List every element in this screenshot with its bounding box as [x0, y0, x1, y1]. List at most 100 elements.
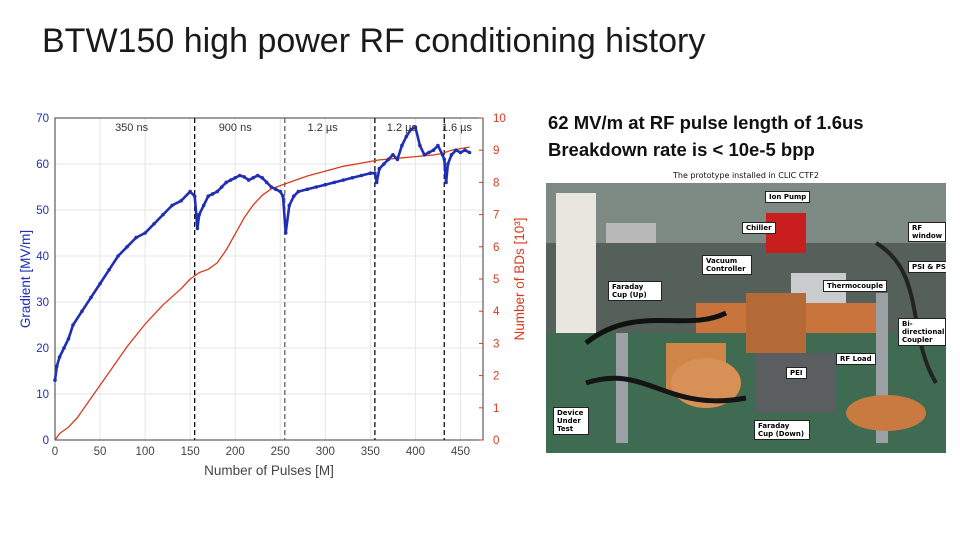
- y-tick-label-right: 5: [493, 274, 499, 286]
- gradient-point: [418, 143, 422, 148]
- photo-label-faraday-cup-down: Faraday Cup (Down): [754, 420, 810, 440]
- gradient-point: [233, 176, 237, 180]
- gradient-point: [170, 203, 174, 208]
- photo-label-rf-window: RF window: [908, 222, 946, 242]
- gradient-point: [201, 203, 206, 208]
- y-tick-label-left: 10: [36, 389, 49, 401]
- gradient-point: [210, 192, 215, 196]
- gradient-point: [57, 355, 62, 359]
- pulse-length-labels: 350 ns 900 ns 1.2 µs 1.2 µs 1.6 µs: [115, 122, 472, 134]
- x-tick-label: 50: [94, 446, 107, 458]
- gradient-point: [98, 281, 102, 286]
- y-tick-label-left: 40: [36, 251, 49, 263]
- gradient-point: [374, 180, 379, 185]
- photo-label-rf-load: RF Load: [836, 353, 876, 365]
- y-tick-label-left: 30: [36, 297, 49, 309]
- y-tick-label-left: 50: [36, 205, 49, 217]
- gradient-point: [440, 153, 445, 157]
- gradient-point: [454, 148, 458, 152]
- gradient-point: [206, 194, 210, 198]
- gradient-point: [281, 194, 285, 198]
- photo-label-device-under-test: Device Under Test: [553, 407, 589, 435]
- x-tick-label: 150: [181, 446, 200, 458]
- gradient-point: [116, 254, 120, 258]
- gradient-point: [179, 199, 183, 203]
- gradient-point: [422, 153, 427, 157]
- gradient-point: [197, 212, 201, 217]
- y-tick-label-left: 0: [43, 435, 49, 447]
- gradient-point: [427, 150, 431, 155]
- photo-label-chiller: Chiller: [742, 222, 776, 234]
- gradient-point: [377, 166, 382, 171]
- y-tick-label-right: 10: [493, 113, 506, 125]
- gradient-point: [264, 180, 269, 185]
- gradient-point: [134, 235, 138, 240]
- y-tick-label-left: 60: [36, 159, 49, 171]
- gradient-point: [332, 180, 337, 185]
- gradient-point: [323, 182, 328, 187]
- photo-label-faraday-cup-up: Faraday Cup (Up): [608, 281, 662, 301]
- gradient-statement: 62 MV/m at RF pulse length of 1.6us: [548, 112, 864, 133]
- breakdown-count-series: [54, 146, 470, 441]
- gradient-point: [195, 226, 200, 231]
- gradient-point: [359, 173, 364, 178]
- photo-label-thermocouple: Thermocouple: [823, 280, 888, 292]
- gradient-point: [305, 187, 310, 192]
- gradient-point: [215, 189, 219, 194]
- gradient-point: [152, 222, 156, 226]
- gradient-point: [341, 178, 346, 182]
- gradient-point: [446, 162, 450, 166]
- x-tick-label: 450: [451, 446, 470, 458]
- gradient-point: [458, 150, 463, 155]
- gradient-point: [251, 176, 255, 180]
- gradient-point: [463, 148, 467, 152]
- prototype-photo: Ion Pump Chiller RF window Vacuum Contro…: [546, 183, 946, 453]
- gradient-point: [71, 323, 75, 327]
- gradient-point: [62, 346, 66, 350]
- gradient-point: [55, 364, 59, 369]
- pulse-length-label: 1.6 µs: [442, 122, 473, 134]
- y-tick-label-right: 7: [493, 210, 499, 222]
- gradient-line: [53, 125, 471, 381]
- gradient-point: [404, 134, 409, 139]
- gradient-point: [53, 378, 57, 383]
- gradient-point: [449, 153, 454, 157]
- gradient-point: [283, 231, 288, 235]
- gradient-point: [260, 176, 265, 180]
- gradient-point: [269, 185, 274, 189]
- gradient-point: [287, 203, 292, 208]
- gradient-point: [255, 173, 260, 178]
- axis-ticks: 0 50 100 150 200 250 300 350 400 4500102030405060…: [36, 113, 506, 458]
- gradient-point: [80, 309, 84, 313]
- gradient-point: [125, 245, 129, 249]
- gradient-point: [395, 157, 400, 162]
- pulse-length-label: 350 ns: [115, 122, 149, 134]
- gradient-point: [143, 231, 147, 235]
- pulse-length-label: 900 ns: [219, 122, 253, 134]
- pulse-length-label: 1.2 µs: [387, 122, 418, 134]
- y-tick-label-left: 70: [36, 113, 49, 125]
- y-axis-label-right: Number of BDs [10³]: [512, 217, 527, 340]
- gradient-point: [368, 171, 373, 175]
- breakdown-rate-statement: Breakdown rate is < 10e-5 bpp: [548, 139, 815, 160]
- y-tick-label-right: 1: [493, 403, 499, 415]
- slide-title: BTW150 high power RF conditioning histor…: [42, 22, 706, 60]
- breakdown-count-line: [54, 146, 470, 441]
- gradient-point: [292, 194, 296, 198]
- pulse-length-label: 1.2 µs: [308, 122, 339, 134]
- pulse-length-markers: [194, 118, 445, 440]
- gradient-point: [224, 180, 228, 185]
- y-tick-label-right: 8: [493, 177, 499, 189]
- gradient-point: [350, 176, 355, 180]
- y-tick-label-right: 4: [493, 306, 500, 318]
- x-tick-label: 100: [136, 446, 155, 458]
- x-tick-label: 400: [406, 446, 425, 458]
- gradient-point: [278, 189, 283, 194]
- gradient-point: [382, 162, 386, 166]
- x-tick-label: 250: [271, 446, 290, 458]
- y-tick-label-right: 0: [493, 435, 499, 447]
- x-tick-label: 0: [52, 446, 58, 458]
- photo-label-vacuum-controller: Vacuum Controller: [702, 255, 752, 275]
- y-axis-label-left: Gradient [MV/m]: [18, 230, 33, 328]
- gradient-point: [409, 127, 413, 132]
